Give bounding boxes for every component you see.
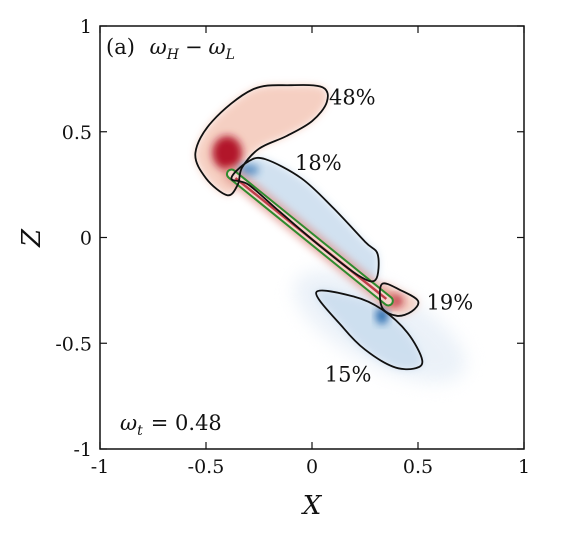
panel-label: (a) — [106, 35, 135, 59]
time-value: = 0.48 — [151, 411, 222, 435]
y-tick-label-5: 1 — [80, 16, 92, 38]
x-tick-label-1: -1 — [91, 456, 110, 478]
region-label-3: 19% — [426, 290, 473, 314]
x-tick-label-2: -0.5 — [188, 456, 225, 478]
y-tick-label-2: -0.5 — [55, 333, 92, 355]
y-tick-label-1: -1 — [73, 439, 92, 461]
x-axis-title: X — [301, 491, 323, 521]
x-tick-label-4: 0.5 — [403, 456, 433, 478]
time-annotation: ωt = 0.48 — [120, 411, 222, 439]
region-outline-4 — [315, 289, 424, 371]
x-tick-label-3: 0 — [306, 456, 318, 478]
y-axis-title: Z — [17, 228, 47, 248]
region-label-1: 48% — [329, 85, 376, 109]
y-tick-label-3: 0 — [80, 228, 92, 250]
plot-area — [100, 26, 524, 449]
panel-title: (a) ωH − ωL — [106, 35, 235, 63]
y-tick-label-4: 0.5 — [62, 122, 92, 144]
region-fill-2 — [231, 157, 379, 282]
region-outline-2 — [230, 156, 380, 283]
region-label-2: 18% — [295, 151, 342, 175]
region-outline-3 — [378, 282, 420, 317]
region-fill-4 — [316, 290, 423, 370]
region-core-1 — [212, 135, 243, 170]
x-tick-label-5: 1 — [518, 456, 530, 478]
region-label-4: 15% — [325, 362, 372, 386]
